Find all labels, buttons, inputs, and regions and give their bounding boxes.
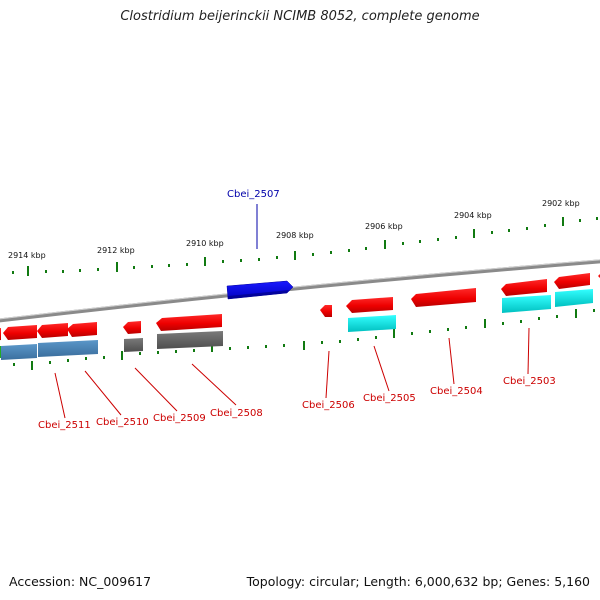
gene-arrow[interactable] [346,297,393,313]
scale-label: 2914 kbp [8,251,46,260]
map-title: Clostridium beijerinckii NCIMB 8052, com… [120,9,480,24]
scale-label: 2912 kbp [97,246,135,255]
gene-label-cbei-2506[interactable]: Cbei_2506 [302,400,355,411]
gene-arrow-shadow [228,290,289,299]
scale-label: 2904 kbp [454,211,492,220]
cds-feature-gray[interactable] [124,338,143,352]
gene-arrow[interactable] [554,273,590,289]
gene-arrow[interactable] [156,314,222,331]
gene-label-cbei-2508[interactable]: Cbei_2508 [210,408,263,419]
topology-info: Topology: circular; Length: 6,000,632 bp… [246,574,590,589]
gene-arrow[interactable] [3,325,37,340]
cds-feature-steelblue[interactable] [1,344,37,360]
gene-arrow[interactable] [67,322,97,337]
genome-backbone [0,259,600,323]
gene-label-cbei-2505[interactable]: Cbei_2505 [363,393,416,404]
forward-scale-ticks [12,217,598,276]
scale-label: 2906 kbp [365,222,403,231]
cds-feature-cyan[interactable] [502,295,551,313]
gene-arrow[interactable] [320,305,332,317]
reverse-gene-arrows [0,273,600,341]
gene-label-cbei-2507[interactable]: Cbei_2507 [227,189,280,200]
cds-feature-cyan[interactable] [348,315,396,332]
gene-arrow[interactable] [123,321,141,334]
scale-label: 2908 kbp [276,231,314,240]
gene-label-cbei-2509[interactable]: Cbei_2509 [153,413,206,424]
label-leader-lines [54,204,530,419]
gene-label-cbei-2510[interactable]: Cbei_2510 [96,417,149,428]
cds-feature-cyan[interactable] [555,289,593,307]
reverse-scale-ticks [13,309,595,370]
gene-arrow[interactable] [501,279,547,296]
gene-arrow[interactable] [0,328,1,341]
accession-info: Accession: NC_009617 [9,574,152,589]
genome-backbone-highlight [0,259,600,320]
scale-label: 2910 kbp [186,239,224,248]
cds-features [0,289,593,360]
gene-arrow[interactable] [411,288,476,307]
gene-label-cbei-2503[interactable]: Cbei_2503 [503,376,556,387]
scale-label: 2902 kbp [542,199,580,208]
gene-label-cbei-2504[interactable]: Cbei_2504 [430,386,483,397]
cds-feature-steelblue[interactable] [38,340,98,357]
gene-label-cbei-2511[interactable]: Cbei_2511 [38,420,91,431]
cds-feature-gray[interactable] [157,331,223,349]
gene-arrow[interactable] [37,323,68,338]
